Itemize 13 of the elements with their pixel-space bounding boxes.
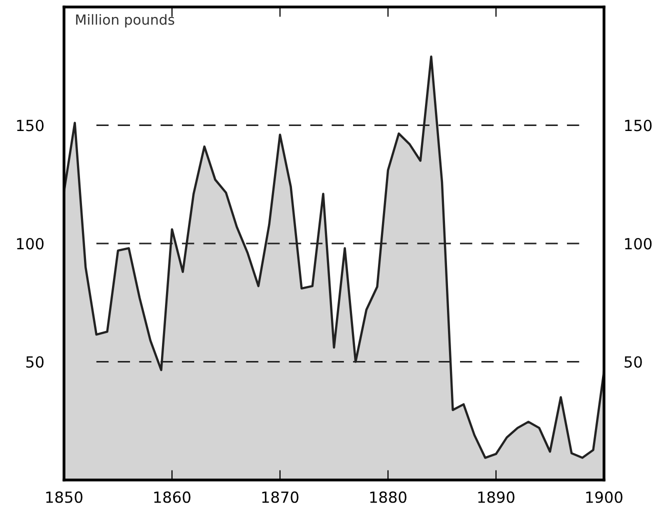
y-tick-label: 100: [17, 238, 44, 250]
y2-tick-label: 50: [624, 356, 642, 368]
y-tick-label: 50: [26, 356, 44, 368]
y-axis-title: Million pounds: [76, 14, 174, 28]
y2-tick-label: 150: [625, 120, 652, 132]
x-tick-label: 1850: [46, 491, 82, 503]
x-tick-label: 1870: [262, 491, 298, 503]
x-tick-label: 1900: [586, 491, 622, 503]
x-tick-label: 1880: [370, 491, 406, 503]
x-tick-label: 1860: [154, 491, 190, 503]
y-tick-label: 150: [17, 120, 44, 132]
x-tick-label: 1890: [478, 491, 514, 503]
y2-tick-label: 100: [625, 238, 652, 250]
